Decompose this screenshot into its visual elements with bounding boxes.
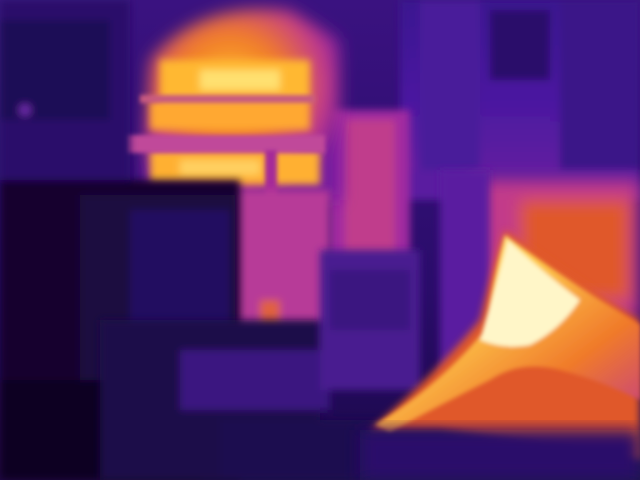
molten-pour [375, 235, 640, 432]
furnace-hot-bands [150, 60, 320, 185]
floor [360, 430, 640, 480]
right-structure [400, 0, 640, 200]
